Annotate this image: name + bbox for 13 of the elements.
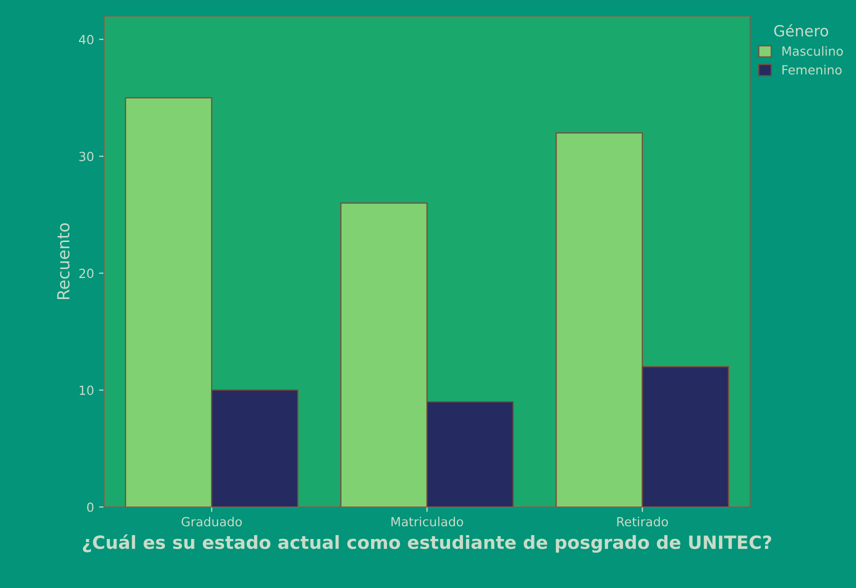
y-tick-label: 40 [78,34,94,44]
legend-label: Femenino [782,64,842,75]
y-tick-label: 10 [80,386,94,396]
x-axis-title: ¿Cuál es su estado actual como estudiante de posgrado de UNITEC? [82,534,772,553]
y-tick-label: 0 [87,502,94,512]
y-axis-title: Recuento [57,223,70,300]
y-tick-label: 30 [79,152,94,162]
x-tick-label: Graduado [182,516,242,526]
x-tick-label: Matriculado [391,516,464,526]
legend-label: Masculino [782,46,843,56]
x-tick-label: Retirado [617,516,668,526]
y-tick-label: 20 [79,268,94,278]
legend-title: Género [774,24,828,37]
